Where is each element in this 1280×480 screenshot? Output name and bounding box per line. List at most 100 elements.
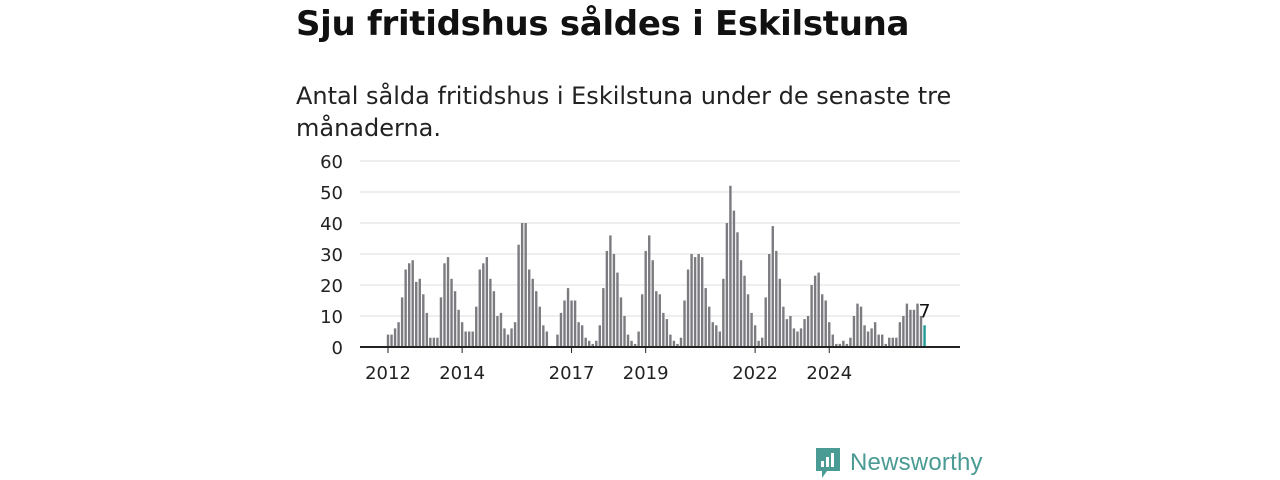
bar xyxy=(619,297,623,347)
bar xyxy=(764,297,767,347)
bar xyxy=(637,331,640,347)
bar xyxy=(531,278,534,347)
bar xyxy=(559,312,563,347)
bar xyxy=(820,294,824,347)
bar xyxy=(566,288,570,347)
bar xyxy=(842,340,845,347)
bar xyxy=(715,325,718,347)
y-tick-label: 10 xyxy=(320,307,343,328)
bar xyxy=(672,340,676,347)
bar xyxy=(693,257,697,347)
bar xyxy=(796,331,799,347)
bar xyxy=(626,334,630,347)
bar xyxy=(898,322,902,347)
bar xyxy=(397,322,400,347)
bar xyxy=(489,278,492,347)
bar xyxy=(407,263,411,347)
y-tick-label: 0 xyxy=(332,338,343,359)
bar xyxy=(577,322,580,347)
bar xyxy=(460,322,464,347)
bar xyxy=(573,300,577,347)
bar xyxy=(746,294,750,347)
bar xyxy=(873,322,877,347)
bar xyxy=(612,254,616,347)
bar xyxy=(545,331,549,347)
bar xyxy=(686,269,690,347)
data-label: 7 xyxy=(919,300,931,322)
bar xyxy=(436,337,439,347)
bar xyxy=(697,254,700,347)
bar xyxy=(799,328,803,347)
y-tick-label: 20 xyxy=(320,276,343,297)
bar xyxy=(817,272,820,347)
bar xyxy=(563,300,566,347)
bar xyxy=(782,306,785,347)
bar xyxy=(849,337,852,347)
x-tick-label: 2012 xyxy=(365,363,411,384)
y-tick-label: 60 xyxy=(320,152,343,173)
bar xyxy=(570,300,573,347)
bar xyxy=(446,257,450,347)
bar xyxy=(605,250,609,347)
bar xyxy=(902,316,905,347)
bar xyxy=(443,263,446,347)
bar xyxy=(658,294,662,347)
bar xyxy=(496,316,499,347)
bar xyxy=(866,331,870,347)
bar xyxy=(471,331,474,347)
bar xyxy=(828,322,831,347)
bar xyxy=(535,291,538,347)
bar xyxy=(884,343,887,347)
bar xyxy=(870,328,873,347)
bar xyxy=(669,334,672,347)
x-tick-label: 2017 xyxy=(549,363,595,384)
bar xyxy=(517,244,520,347)
bar xyxy=(768,254,771,347)
bar-chart: 0 10 20 30 40 50 60 2012 2014 2017 2019 2022 2024 7 xyxy=(320,152,960,384)
bar xyxy=(852,316,856,347)
bar xyxy=(475,306,478,347)
bar xyxy=(909,309,912,347)
bar xyxy=(736,232,739,347)
bar xyxy=(806,316,810,347)
bar xyxy=(775,250,778,347)
bar xyxy=(482,263,485,347)
bar xyxy=(404,269,407,347)
bar xyxy=(467,331,471,347)
bar xyxy=(655,291,658,347)
bar xyxy=(588,340,591,347)
chart-subtitle: Antal sålda fritidshus i Eskilstuna unde… xyxy=(296,82,952,142)
bar xyxy=(630,340,633,347)
bar xyxy=(859,306,863,347)
bar xyxy=(729,185,732,347)
bar xyxy=(609,235,612,347)
bar xyxy=(722,278,725,347)
bar xyxy=(418,278,421,347)
bar xyxy=(810,285,813,347)
chart-title: Sju fritidshus såldes i Eskilstuna xyxy=(296,4,910,44)
bar xyxy=(743,275,746,347)
bar xyxy=(623,316,626,347)
bar xyxy=(778,278,782,347)
bar xyxy=(891,337,894,347)
bar xyxy=(602,288,605,347)
x-tick-label: 2014 xyxy=(439,363,485,384)
bar xyxy=(711,322,714,347)
bar xyxy=(598,325,601,347)
bar xyxy=(580,325,584,347)
bar xyxy=(835,343,838,347)
bar xyxy=(704,288,707,347)
bar xyxy=(792,328,796,347)
bar xyxy=(732,210,736,347)
bar xyxy=(785,319,789,347)
bar xyxy=(464,331,467,347)
bar xyxy=(700,257,704,347)
y-tick-label: 30 xyxy=(320,245,343,266)
bar xyxy=(528,269,531,347)
bar xyxy=(912,309,916,347)
y-tick-label: 50 xyxy=(320,183,343,204)
bar xyxy=(429,337,432,347)
y-tick-label: 40 xyxy=(320,214,343,235)
bar xyxy=(524,223,527,347)
brand-logo: Newsworthy xyxy=(814,446,983,480)
